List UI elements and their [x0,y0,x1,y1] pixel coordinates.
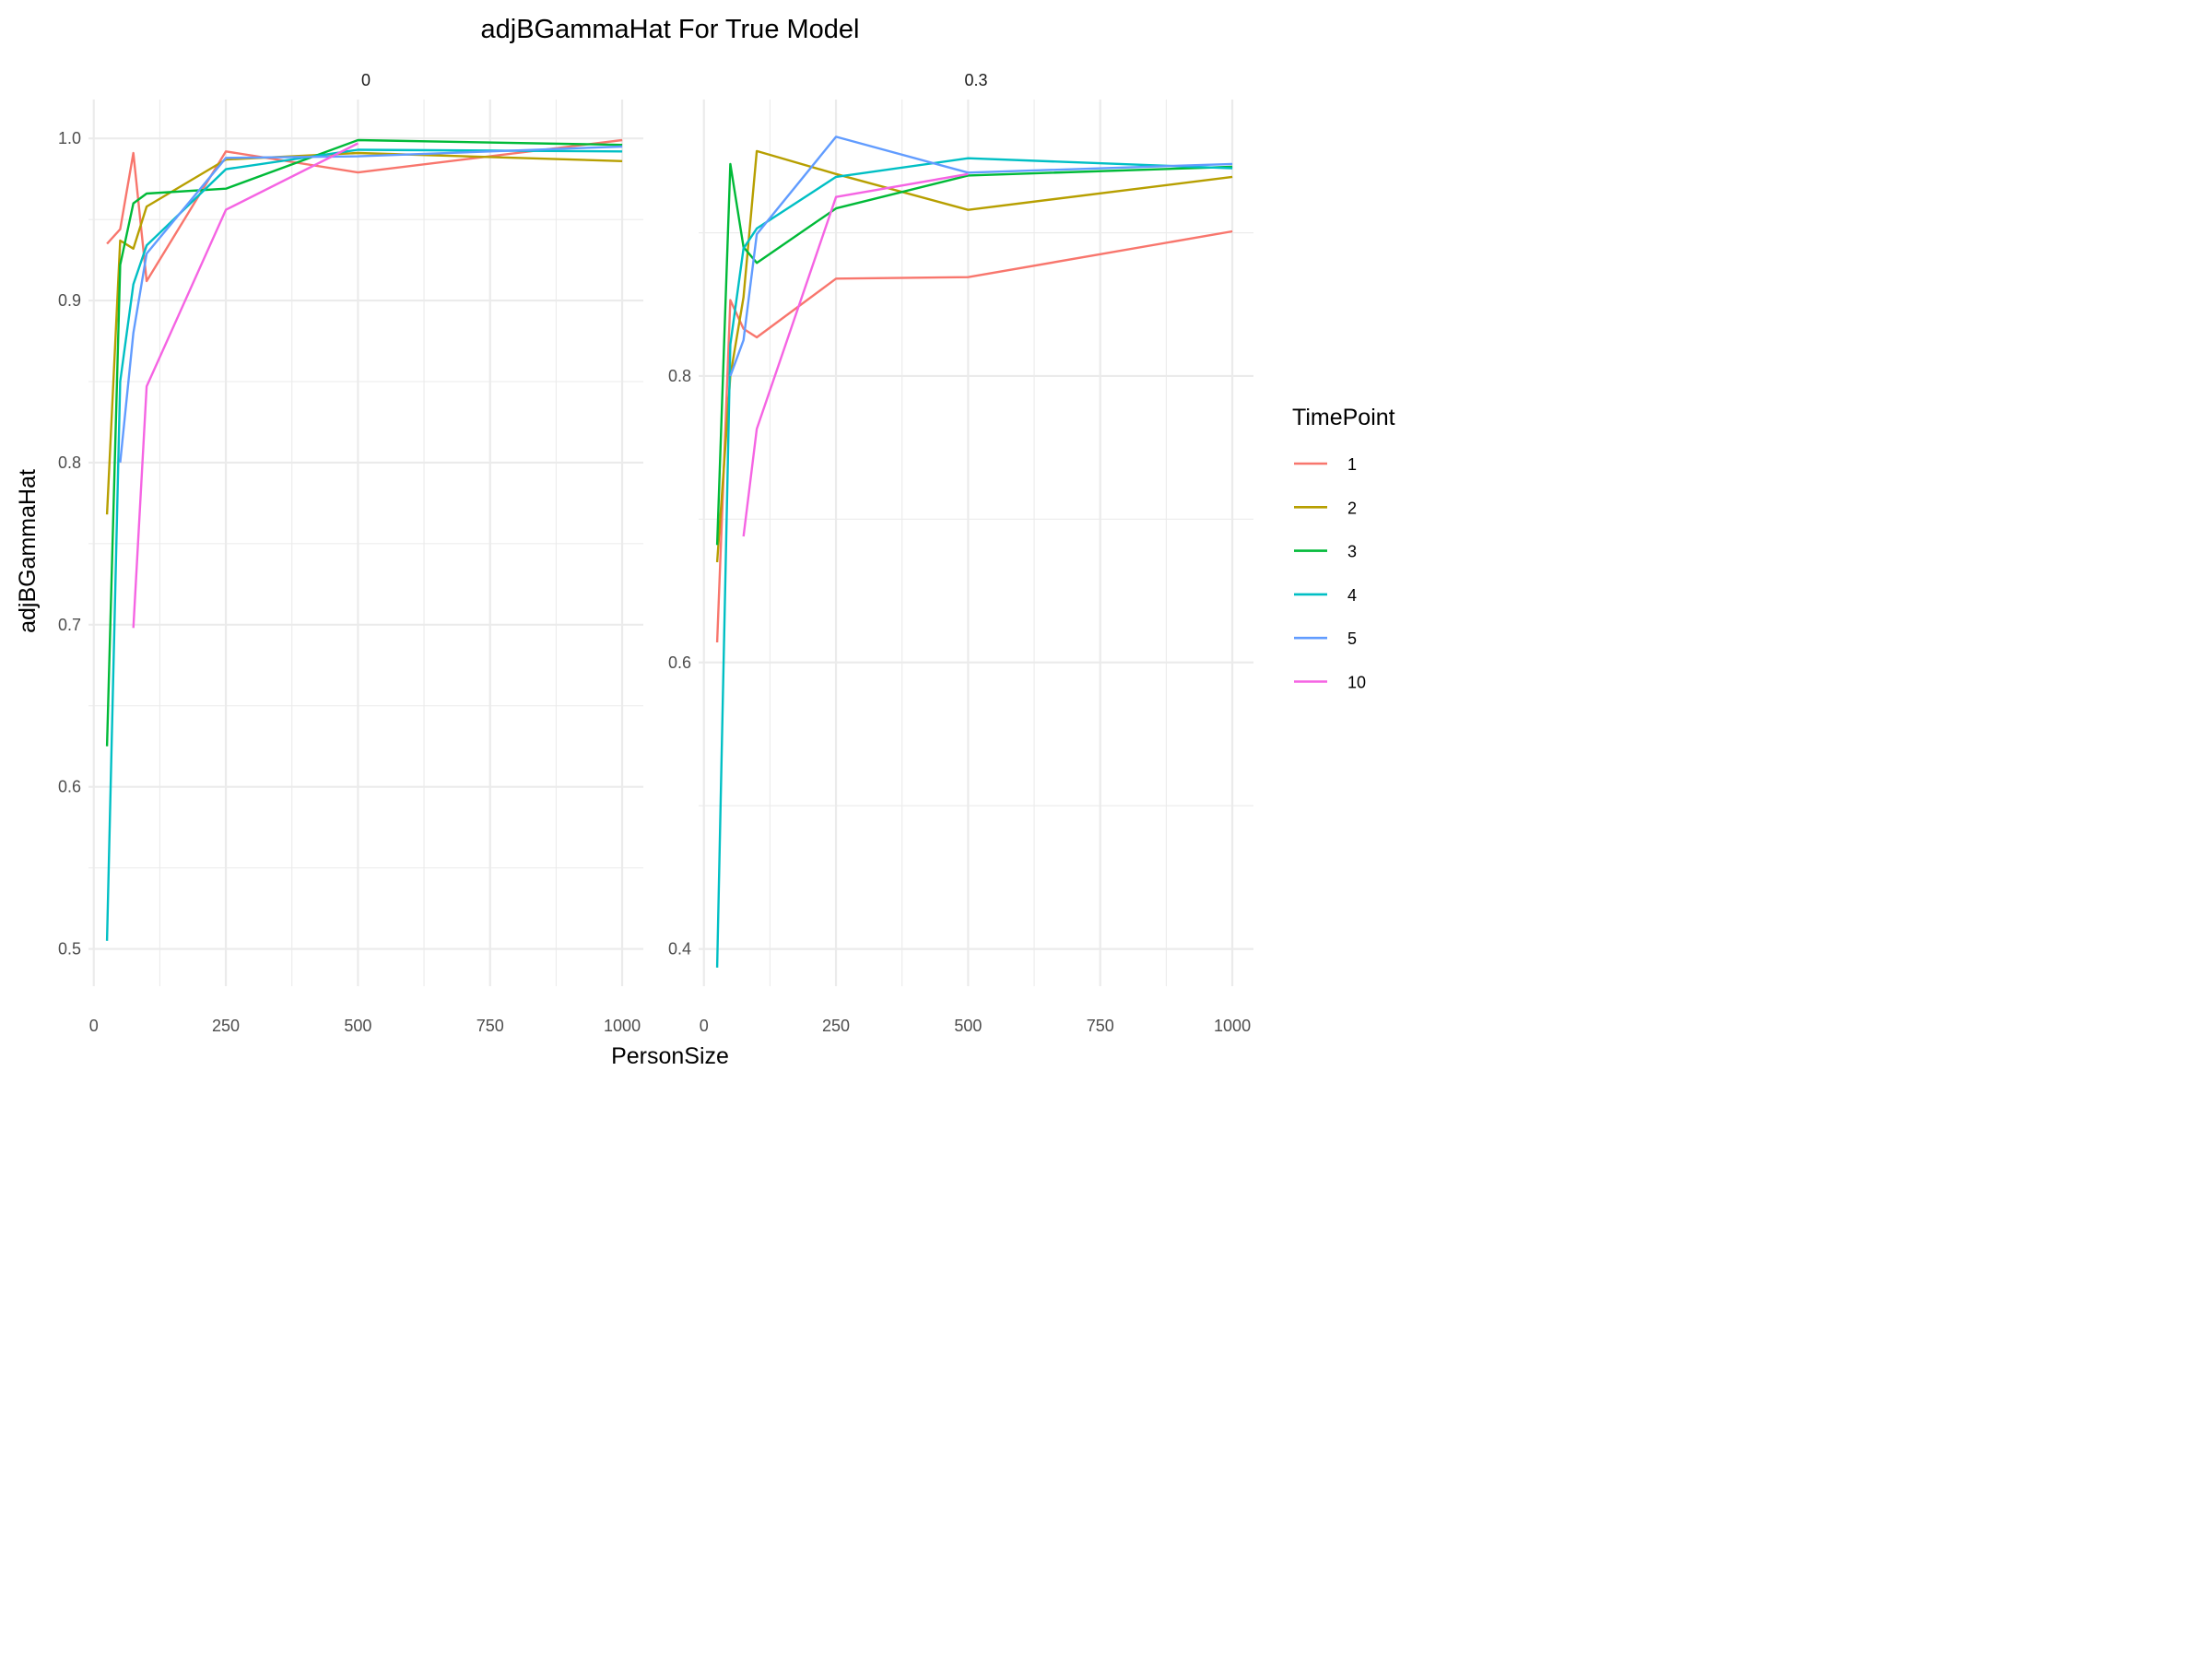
legend-label: 10 [1347,674,1366,692]
x-tick-label: 1000 [604,1017,641,1035]
series-line-timepoint-10 [742,172,969,537]
figure-background [0,0,1430,1073]
facet-panel-1: 0.3 0 250 500 750 1000 0.4 0.6 0.8 [668,71,1253,1035]
legend-title: TimePoint [1292,405,1395,430]
series-line-timepoint-4 [715,157,1233,968]
y-tick-label: 0.8 [668,367,691,385]
x-tick-label: 750 [477,1017,504,1035]
series-line-timepoint-10 [132,142,359,629]
x-axis-title: PersonSize [611,1043,729,1069]
y-tick-label: 0.4 [668,940,691,959]
y-tick-label: 0.7 [58,616,81,634]
legend-item-3: 3 [1294,543,1357,561]
x-tick-label: 750 [1087,1017,1114,1035]
y-tick-label: 1.0 [58,129,81,147]
series-line-timepoint-1 [715,229,1233,643]
facet-panel-0: 0 0 250 500 750 1000 0.5 0.6 0.7 0.8 0.9 1.0 [58,71,643,1035]
legend-item-4: 4 [1294,586,1357,605]
y-tick-label: 0.8 [58,453,81,472]
series-line-timepoint-5 [119,145,623,464]
legend-label: 2 [1347,499,1357,517]
x-tick-label: 0 [700,1017,709,1035]
series-line-timepoint-1 [106,138,623,283]
x-tick-label: 1000 [1214,1017,1251,1035]
y-tick-label: 0.5 [58,940,81,959]
x-tick-label: 0 [89,1017,99,1035]
series-line-timepoint-3 [715,162,1233,546]
legend-label: 3 [1347,543,1357,561]
legend-label: 1 [1347,455,1357,474]
legend-label: 5 [1347,629,1357,648]
series-line-timepoint-4 [105,148,623,941]
facet-strip-label: 0 [361,71,371,89]
x-tick-label: 250 [212,1017,240,1035]
legend-item-1: 1 [1294,455,1357,474]
chart-figure: adjBGammaHat For True Model 00 250 500 750 1… [0,0,1430,1073]
y-tick-label: 0.6 [668,653,691,672]
y-axis-title: adjBGammaHat [15,469,41,633]
x-tick-label: 250 [822,1017,850,1035]
facet-strip-label: 0.3 [964,71,987,89]
series-line-timepoint-5 [729,135,1233,377]
x-tick-label: 500 [344,1017,371,1035]
series-line-timepoint-3 [105,138,623,747]
legend-item-2: 2 [1294,499,1357,517]
legend: TimePoint 1 2 3 4 5 10 [1292,405,1395,692]
series-line-timepoint-2 [105,151,623,515]
facet-panels: 0 0 250 500 750 1000 0.5 0.6 0.7 0.8 0.9 1.0 0.3 0 250… [58,71,1253,1035]
y-tick-label: 0.6 [58,778,81,796]
y-tick-label: 0.9 [58,291,81,310]
chart-title: adjBGammaHat For True Model [481,15,860,44]
legend-label: 4 [1347,586,1357,605]
x-tick-label: 500 [954,1017,982,1035]
legend-items: 1 2 3 4 5 10 [1294,455,1366,692]
legend-item-5: 5 [1294,629,1357,648]
legend-item-10: 10 [1294,674,1366,692]
